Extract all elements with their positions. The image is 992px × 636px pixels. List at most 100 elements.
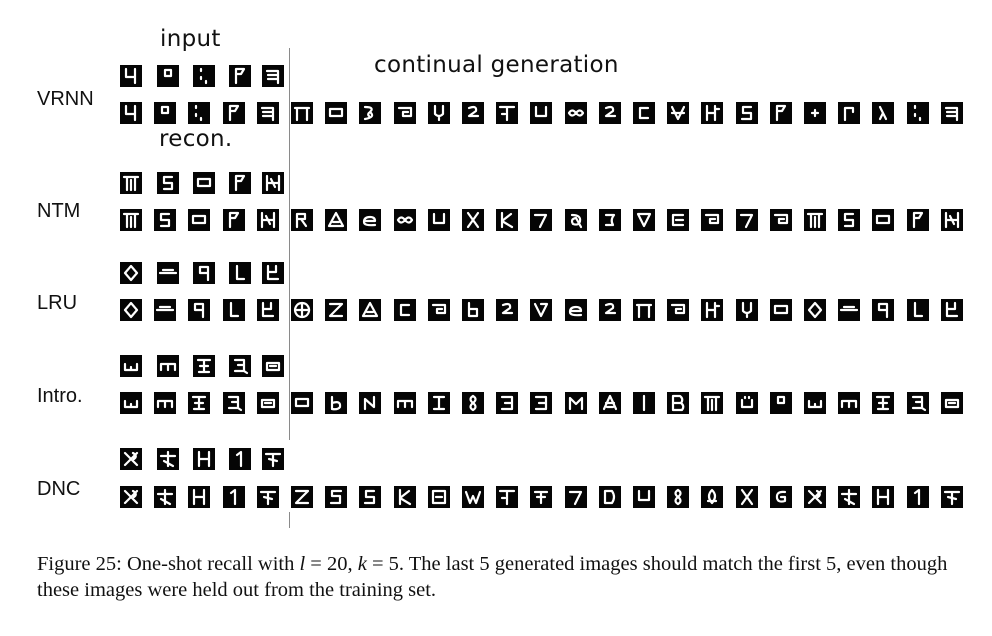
glyph-q-loop-stroke [572, 215, 581, 227]
glyph-p-flag-image [223, 209, 245, 231]
glyph-u-low-image [804, 392, 826, 414]
glyph-box-hook-image [770, 209, 792, 231]
glyph-h-tree-image [701, 299, 723, 321]
glyph-m-low-image [394, 392, 416, 414]
glyph-8-tall-stroke [471, 396, 476, 410]
row-label-vrnn: VRNN [37, 88, 94, 111]
glyph-q-loop-image [565, 209, 587, 231]
glyph-s-flag-image [359, 486, 381, 508]
glyph-7-image [565, 486, 587, 508]
glyph-pi-image [633, 299, 655, 321]
glyph-3-bar-stroke [536, 397, 546, 409]
glyph-h-tree-stroke [707, 303, 719, 317]
glyph-l-image [229, 262, 251, 284]
glyph-cup-stroke [193, 216, 205, 223]
glyph-c-box-image [667, 209, 689, 231]
glyph-s-flag-stroke [742, 107, 751, 119]
divider-tick [289, 512, 290, 528]
glyph-h-stroke [878, 490, 888, 504]
glyph-v-flag-image [530, 299, 552, 321]
glyph-a-hook-image [262, 448, 284, 470]
glyph-infinity-stroke [398, 218, 412, 223]
glyph-8-tall-image [667, 486, 689, 508]
glyph-u-low-stroke [125, 364, 137, 370]
glyph-o-flat-image [262, 355, 284, 377]
glyph-pi-bar-image [120, 172, 142, 194]
glyph-t-box-stroke [535, 492, 547, 503]
glyph-z-box-image [325, 299, 347, 321]
glyph-k-bar-image [154, 486, 176, 508]
glyph-o-flat-stroke [946, 400, 958, 407]
glyph-delta-stroke [329, 213, 343, 226]
glyph-t-pi-stroke [877, 397, 889, 409]
glyph-u-stroke [434, 214, 444, 223]
glyph-a-hook-stroke [261, 492, 275, 504]
glyph-lambda-stroke [880, 107, 886, 119]
glyph-7-image [736, 209, 758, 231]
glyph-3-tail-stroke [913, 397, 925, 410]
glyph-infinity-stroke [569, 111, 583, 116]
input-generation-divider [289, 48, 290, 440]
glyph-s-box-stroke [164, 177, 172, 189]
glyph-z-box-stroke [296, 491, 308, 503]
glyph-c-image [394, 299, 416, 321]
glyph-l-image [223, 299, 245, 321]
glyph-b-flag-stroke [673, 396, 683, 410]
glyph-x-tall-image [736, 486, 758, 508]
glyph-9-image [872, 299, 894, 321]
glyph-box-hook-stroke [706, 215, 718, 223]
glyph-9-image [188, 299, 210, 321]
glyph-t-pi-image [188, 392, 210, 414]
glyph-u-low-stroke [809, 401, 821, 407]
glyph-4-stroke [126, 106, 135, 120]
glyph-cup-stroke [296, 399, 308, 406]
glyph-u-low-image [120, 355, 142, 377]
glyph-w-star-stroke [672, 107, 684, 119]
glyph-x-tall-stroke [468, 213, 478, 227]
glyph-k-bar-stroke [842, 490, 856, 504]
glyph-9-image [193, 262, 215, 284]
glyph-z-box-image [291, 486, 313, 508]
glyph-e-box-stroke [268, 266, 278, 279]
glyph-circle-cross-stroke [295, 303, 309, 317]
glyph-x-loop-image [120, 486, 142, 508]
glyph-delta-image [359, 299, 381, 321]
glyph-e-box-image [262, 262, 284, 284]
glyph-cup-image [291, 392, 313, 414]
glyph-y-stroke [743, 303, 751, 317]
glyph-k-bar-image [838, 486, 860, 508]
glyph-p-flag-stroke [236, 176, 244, 190]
glyph-y-stroke [435, 106, 443, 120]
header-recon: recon. [159, 126, 233, 152]
glyph-b-stroke [469, 303, 477, 316]
glyph-pi-bar-stroke [124, 177, 138, 190]
glyph-a-hook-image [257, 486, 279, 508]
glyph-tri-box-image [633, 209, 655, 231]
glyph-pi-bar-image [701, 392, 723, 414]
glyph-star-stroke [812, 110, 818, 116]
glyph-v-flag-stroke [535, 304, 547, 316]
glyph-3-bar-image [496, 392, 518, 414]
glyph-a-box-stroke [946, 108, 957, 120]
glyph-s-box-stroke [161, 214, 169, 226]
glyph-3-tail-image [907, 392, 929, 414]
glyph-a-hook-image [941, 486, 963, 508]
row-label-dnc: DNC [37, 478, 80, 501]
glyph-o-stroke [165, 70, 171, 76]
glyph-diamond-image [120, 299, 142, 321]
glyph-s-box-image [157, 172, 179, 194]
glyph-diamond-stroke [125, 303, 137, 317]
glyph-box-hook-stroke [399, 108, 411, 116]
glyph-w-stroke [466, 492, 480, 503]
glyph-delta-image [325, 209, 347, 231]
glyph-3-tail-stroke [229, 397, 241, 410]
glyph-7-stroke [570, 492, 581, 504]
glyph-a-box-image [257, 102, 279, 124]
glyph-h-stroke [194, 490, 204, 504]
glyph-1-image [223, 486, 245, 508]
glyph-e-low-stroke [364, 217, 375, 225]
glyph-a-loop-stroke [708, 490, 716, 503]
glyph-lambda-image [872, 102, 894, 124]
glyph-a-box-stroke [267, 71, 278, 83]
glyph-b-image [462, 299, 484, 321]
